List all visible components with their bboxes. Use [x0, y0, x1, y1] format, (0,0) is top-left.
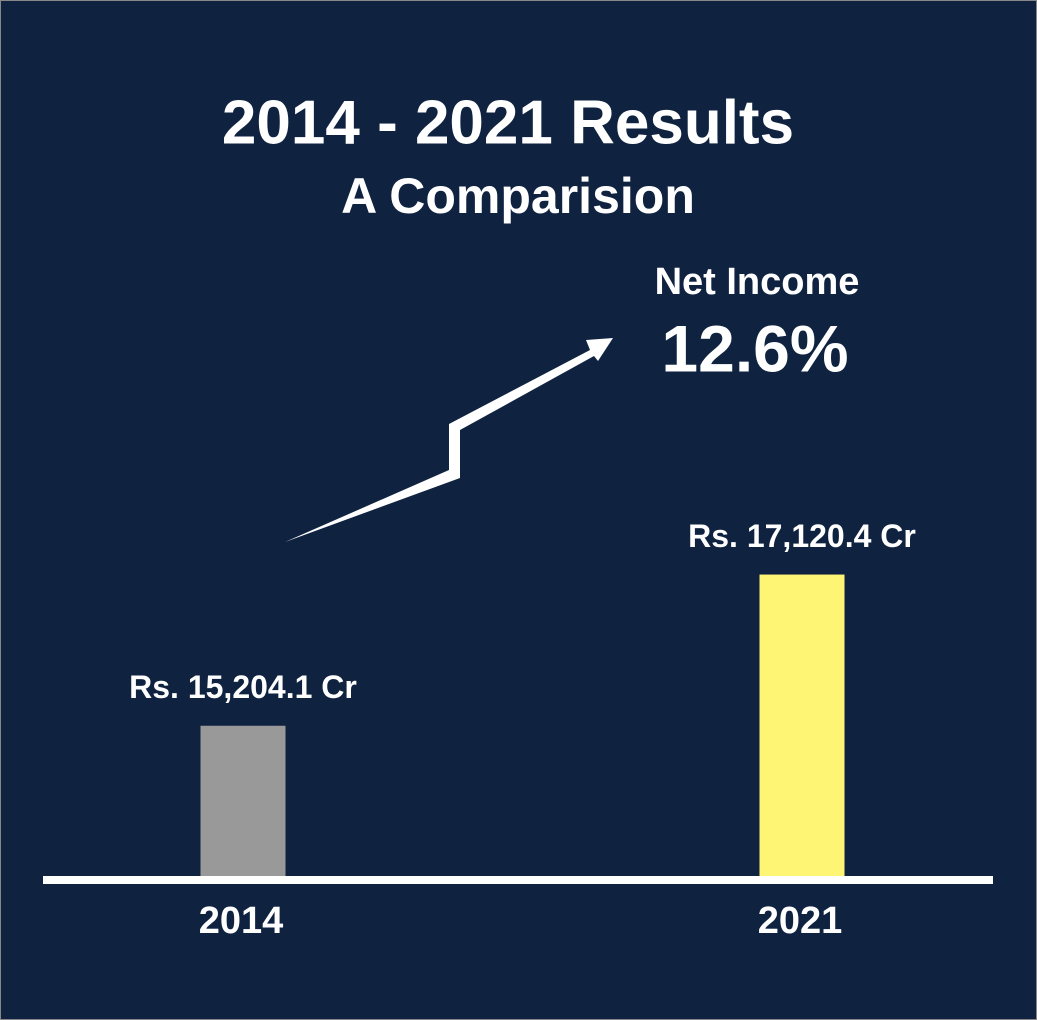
- trend-arrow: [285, 338, 613, 542]
- chart-title: 2014 - 2021 Results: [222, 88, 794, 157]
- chart-subtitle: A Comparision: [341, 168, 695, 224]
- x-tick-label: 2021: [758, 900, 843, 942]
- annotation-value: 12.6%: [661, 311, 848, 385]
- bar: [200, 725, 286, 876]
- x-tick-label: 2014: [199, 900, 284, 942]
- bar: [759, 574, 845, 876]
- annotation-label: Net Income: [655, 261, 860, 303]
- value-label: Rs. 15,204.1 Cr: [129, 669, 357, 705]
- value-label: Rs. 17,120.4 Cr: [688, 518, 916, 554]
